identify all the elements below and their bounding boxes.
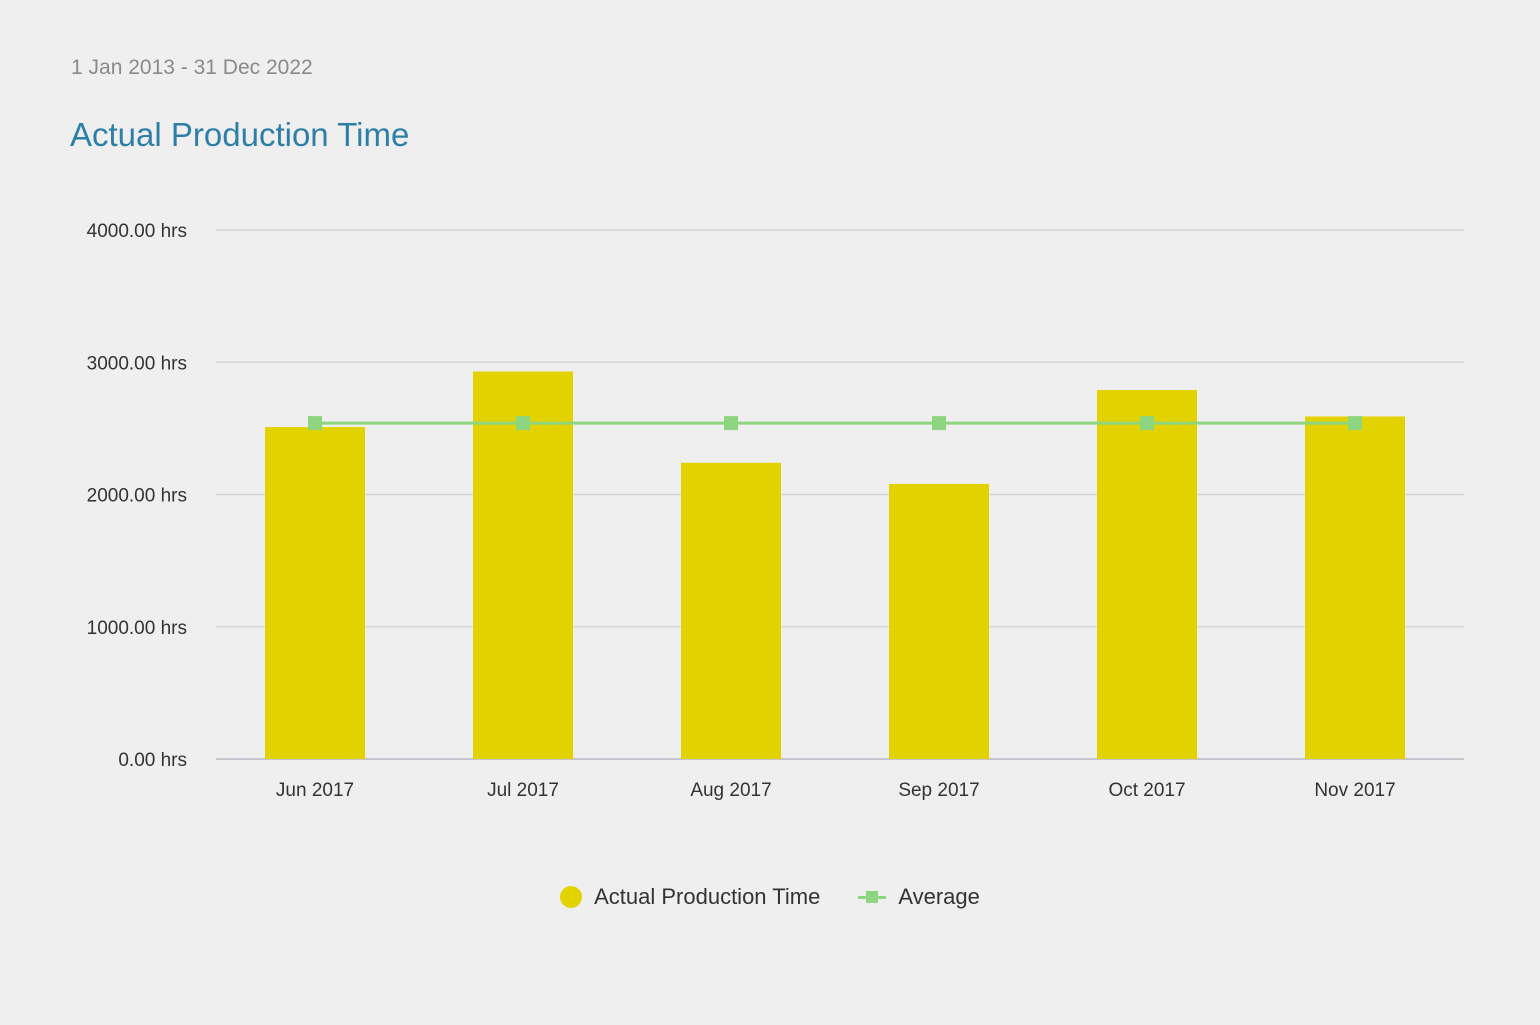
- average-point[interactable]: [932, 416, 946, 431]
- chart-title: Actual Production Time: [70, 116, 410, 153]
- bar[interactable]: [889, 483, 989, 759]
- bar-chart: 0.00 hrs 1000.00 hrs 2000.00 hrs 3000.00 hr…: [87, 221, 1464, 801]
- y-tick-label: 0.00 hrs: [118, 750, 187, 771]
- x-axis-tick-labels: Jun 2017 Jul 2017 Aug 2017 Sep 2017 Oct 2017…: [276, 780, 1396, 801]
- y-tick-label: 4000.00 hrs: [87, 221, 187, 242]
- average-point[interactable]: [724, 416, 738, 431]
- bar[interactable]: [473, 371, 573, 759]
- y-axis-tick-labels: 0.00 hrs 1000.00 hrs 2000.00 hrs 3000.00 hr…: [87, 221, 187, 771]
- bar[interactable]: [1305, 416, 1405, 759]
- bar[interactable]: [681, 462, 781, 759]
- x-tick-label: Jul 2017: [487, 780, 559, 801]
- date-range: 1 Jan 2013 - 31 Dec 2022: [71, 56, 313, 79]
- average-point[interactable]: [1140, 416, 1154, 431]
- x-tick-label: Aug 2017: [690, 780, 771, 801]
- line-square-marker-icon: [858, 886, 887, 908]
- legend-item-actual-production-time[interactable]: Actual Production Time: [560, 884, 820, 910]
- bar[interactable]: [265, 427, 365, 759]
- y-tick-label: 1000.00 hrs: [87, 618, 187, 639]
- y-tick-label: 2000.00 hrs: [87, 486, 187, 507]
- y-tick-label: 3000.00 hrs: [87, 353, 187, 374]
- legend-label: Average: [898, 884, 980, 909]
- average-point[interactable]: [1348, 416, 1362, 431]
- gridlines: [216, 229, 1464, 760]
- average-point[interactable]: [516, 416, 530, 431]
- bar[interactable]: [1097, 390, 1197, 759]
- legend-item-average[interactable]: Average: [858, 884, 980, 910]
- x-tick-label: Sep 2017: [898, 780, 979, 801]
- average-point[interactable]: [308, 416, 322, 431]
- x-tick-label: Nov 2017: [1314, 780, 1395, 801]
- legend-label: Actual Production Time: [594, 884, 821, 909]
- average-line-layer: [308, 416, 1362, 431]
- x-tick-label: Oct 2017: [1108, 780, 1185, 801]
- bars: [265, 371, 1405, 759]
- legend: Actual Production Time Average: [0, 884, 1540, 910]
- x-tick-label: Jun 2017: [276, 780, 354, 801]
- circle-marker-icon: [560, 886, 583, 908]
